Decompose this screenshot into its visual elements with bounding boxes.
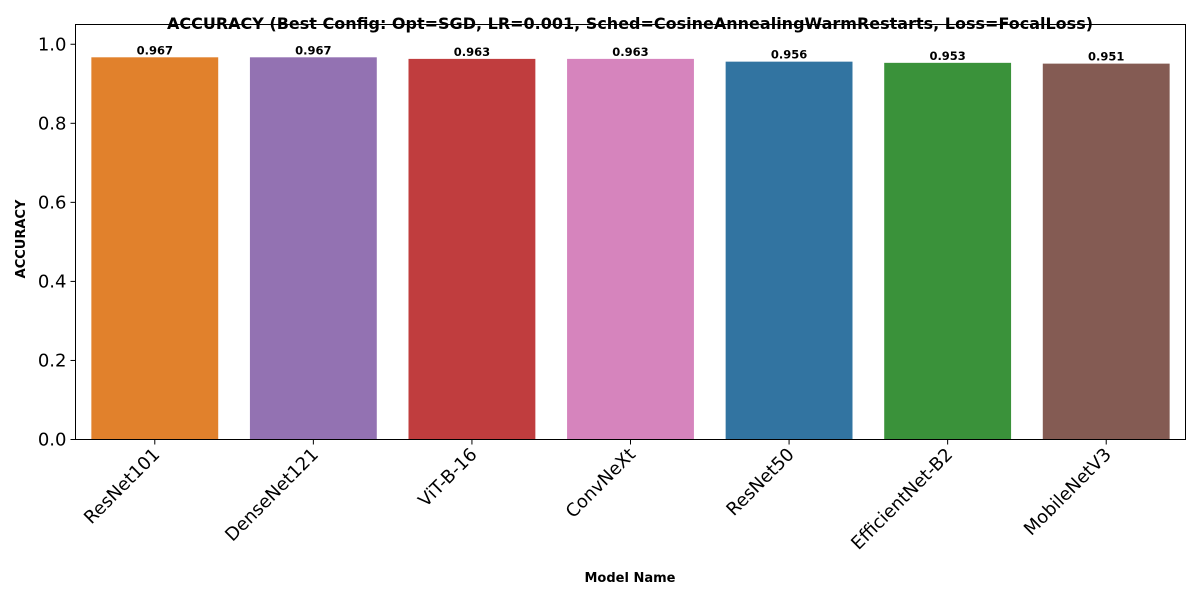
- bars-group: [91, 57, 1170, 440]
- data-label: 0.951: [1088, 50, 1124, 64]
- x-axis: ResNet101 DenseNet121 ViT-B-16 ConvNeXt ResN…: [80, 439, 1116, 554]
- x-axis-label: Model Name: [585, 571, 676, 586]
- y-axis: 0.0 0.2 0.4 0.6 0.8 1.0: [38, 34, 76, 451]
- y-axis-label: ACCURACY: [14, 199, 29, 278]
- x-tick-label: ResNet50: [722, 444, 798, 520]
- x-tick-label: DenseNet121: [221, 444, 323, 546]
- x-tick-label: ResNet101: [80, 444, 164, 528]
- bar-mobilenetv3: [1042, 63, 1170, 440]
- y-tick-label: 0.6: [38, 192, 67, 213]
- data-label: 0.956: [771, 48, 807, 62]
- bar-resnet50: [725, 61, 853, 440]
- data-label: 0.963: [454, 45, 490, 59]
- bar-vit-b-16: [408, 58, 536, 440]
- chart-title: ACCURACY (Best Config: Opt=SGD, LR=0.001…: [167, 14, 1093, 33]
- bar-densenet121: [249, 57, 377, 440]
- data-labels-group: 0.967 0.967 0.963 0.963 0.956 0.953 0.951: [137, 43, 1125, 63]
- data-label: 0.967: [295, 43, 331, 57]
- bar-resnet101: [91, 57, 219, 440]
- data-label: 0.967: [137, 43, 173, 57]
- x-tick-label: EfficientNet-B2: [847, 444, 957, 554]
- x-tick-label: ConvNeXt: [562, 444, 640, 522]
- y-tick-label: 0.0: [38, 430, 67, 451]
- bar-efficientnet-b2: [884, 62, 1012, 440]
- data-label: 0.953: [929, 49, 965, 63]
- x-tick-label: ViT-B-16: [414, 444, 481, 511]
- x-tick-label: MobileNetV3: [1020, 444, 1116, 540]
- y-tick-label: 0.8: [38, 113, 67, 134]
- y-tick-label: 0.4: [38, 271, 67, 292]
- y-tick-label: 0.2: [38, 350, 67, 371]
- bar-convnext: [567, 58, 694, 440]
- data-label: 0.963: [612, 45, 648, 59]
- y-tick-label: 1.0: [38, 34, 67, 55]
